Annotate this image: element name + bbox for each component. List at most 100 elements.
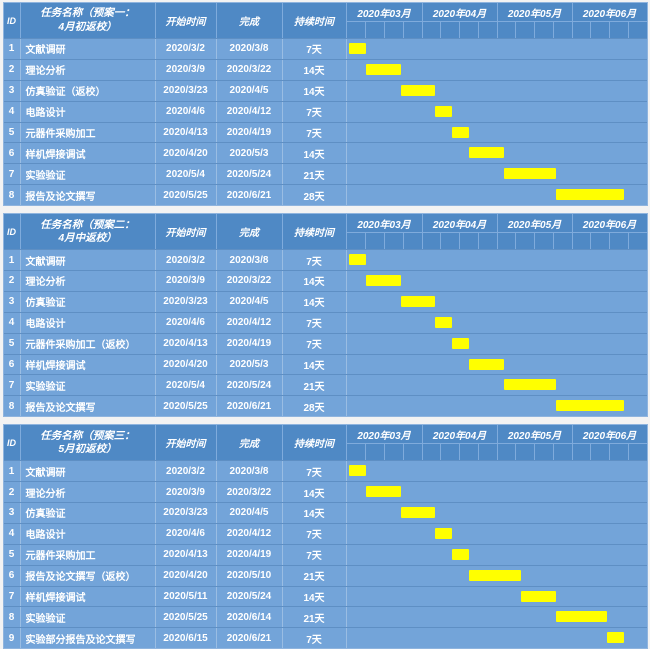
timeline-cell [345,101,647,122]
table-header-row: ID 任务名称（预案三： 5月初返校） 开始时间 完成 持续时间 2020年03… [3,425,647,461]
gantt-bar [452,126,470,138]
task-row: 7 样机焊接调试 2020/5/11 2020/5/24 14天 [3,585,647,607]
timeline-cell [345,143,647,164]
month-label: 2020年03月 [357,219,411,231]
task-name-cell: 文献调研 [19,461,155,482]
task-rows: 1 文献调研 2020/3/2 2020/3/8 7天 2 理论分析 2020/3/9 2020… [3,460,647,649]
start-date-cell: 2020/5/25 [154,396,216,417]
task-id-cell: 3 [8,85,15,97]
task-row: 8 报告及论文撰写 2020/5/25 2020/6/21 28天 [3,395,647,417]
timeline-cell [345,586,647,607]
task-row: 4 电路设计 2020/4/6 2020/4/12 7天 [3,311,647,333]
task-name-cell: 理论分析 [19,59,155,80]
week-cell [421,233,441,250]
task-row: 3 仿真验证 2020/3/23 2020/4/5 14天 [3,502,647,523]
week-cell [571,444,591,461]
start-date-cell: 2020/3/9 [154,59,216,80]
task-name-cell: 样机焊接调试 [19,586,155,607]
month-labels-row: 2020年03月 2020年04月 2020年05月 2020年06月 [347,214,647,233]
task-id-cell: 2 [8,486,15,498]
gantt-bar [521,590,556,602]
gantt-bar [503,379,556,391]
task-name-cell: 文献调研 [19,250,155,271]
finish-date-cell: 2020/3/8 [215,461,282,482]
start-date-cell: 2020/4/6 [154,312,216,333]
week-cell [590,233,609,250]
week-cell [347,233,366,249]
week-cell [515,233,534,250]
week-cell [515,444,534,461]
task-name-cell: 实验部分报告及论文撰写 [19,628,155,649]
timeline-cell [345,544,647,565]
task-row: 4 电路设计 2020/4/6 2020/4/12 7天 [3,522,647,544]
gantt-bar [400,295,436,307]
task-row: 1 文献调研 2020/3/2 2020/3/8 7天 [3,249,647,271]
week-cell [590,444,609,461]
finish-date-cell: 2020/5/10 [215,565,282,586]
week-cell [496,233,516,250]
finish-date-cell: 2020/4/5 [215,80,282,101]
finish-date-cell: 2020/5/24 [215,164,282,185]
task-id-cell: 7 [8,168,15,180]
gantt-bar [555,400,625,412]
duration-cell: 21天 [281,375,346,396]
task-name-cell: 仿真验证 [19,503,155,523]
start-date-cell: 2020/4/6 [154,101,216,122]
start-date-cell: 2020/4/20 [154,354,216,375]
week-cell [496,444,516,461]
finish-date-cell: 2020/3/22 [215,482,282,503]
week-cell [477,233,497,250]
start-date-cell: 2020/4/20 [154,565,216,586]
task-row: 2 理论分析 2020/3/9 2020/3/22 14天 [3,58,647,80]
task-id-cell: 2 [8,275,15,287]
table-header-row: ID 任务名称（预案一： 4月初返校） 开始时间 完成 持续时间 2020年03… [3,3,647,38]
task-name-cell: 实验验证 [19,164,155,185]
week-cell [552,444,572,461]
task-name-cell: 仿真验证（返校） [19,80,155,101]
gantt-bar [469,569,522,581]
week-cell [440,444,459,461]
timeline-cell [345,39,647,59]
start-column-header: 开始时间 [154,214,216,250]
task-id-cell: 4 [8,528,15,540]
task-id-cell: 5 [8,127,15,138]
task-row: 5 元器件采购加工 2020/4/13 2020/4/19 7天 [3,543,647,565]
week-cell [402,22,422,38]
task-id-cell: 4 [8,106,15,118]
duration-cell: 14天 [281,503,346,523]
gantt-bar [435,105,453,117]
month-label: 2020年06月 [571,3,647,21]
id-column-header: ID [7,226,16,237]
start-date-cell: 2020/4/13 [154,333,216,354]
gantt-bar [469,358,504,370]
task-name-cell: 电路设计 [19,523,155,544]
week-cell [552,22,572,38]
gantt-table-plan-2: ID 任务名称（预案二： 4月中返校） 开始时间 完成 持续时间 2020年03… [2,213,648,418]
task-row: 2 理论分析 2020/3/9 2020/3/22 14天 [3,270,647,291]
start-date-cell: 2020/5/25 [154,185,216,206]
task-id-cell: 1 [8,43,15,55]
task-id-cell: 7 [8,591,15,603]
id-column-header: ID [7,15,16,26]
timeline-cell [345,59,647,80]
timeline-cell [345,250,647,271]
timeline-cell [345,461,647,482]
finish-date-cell: 2020/3/8 [215,39,282,59]
start-date-cell: 2020/3/2 [154,39,216,59]
task-row: 3 仿真验证（返校） 2020/3/23 2020/4/5 14天 [3,79,647,101]
duration-cell: 14天 [281,271,346,291]
task-rows: 1 文献调研 2020/3/2 2020/3/8 7天 2 理论分析 2020/3/9 2020… [3,249,647,417]
week-cell [571,233,591,250]
duration-cell: 21天 [281,565,346,586]
gantt-bar [348,465,367,477]
gantt-bar [348,43,367,54]
start-date-cell: 2020/3/2 [154,250,216,271]
timeline-cell [345,271,647,291]
duration-cell: 7天 [281,544,346,565]
week-cell [459,22,478,38]
task-id-cell: 3 [8,296,15,308]
task-id-cell: 8 [8,400,15,412]
task-row: 6 样机焊接调试 2020/4/20 2020/5/3 14天 [3,353,647,375]
task-column-header-line2: 5月初返校） [58,442,117,455]
task-column-header-line2: 4月初返校） [58,20,117,33]
